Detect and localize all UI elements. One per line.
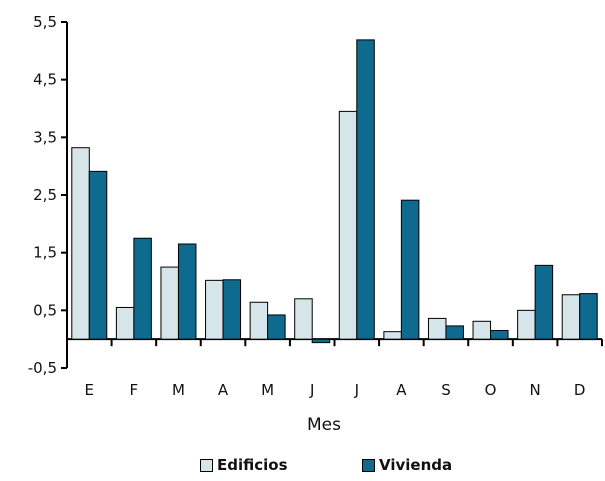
bar-edificios — [338, 110, 358, 340]
x-tick-label: D — [574, 381, 586, 399]
bar-vivienda — [400, 199, 420, 340]
bar-vivienda — [534, 264, 554, 340]
bar-vivienda — [88, 170, 108, 340]
bar-vivienda — [177, 243, 197, 340]
legend-swatch-vivienda — [362, 458, 375, 472]
bar-edificios — [71, 147, 90, 340]
bar-vivienda — [267, 314, 286, 340]
x-tick-label: M — [172, 381, 185, 399]
bar-edificios — [383, 331, 402, 340]
bar-vivienda — [311, 338, 331, 344]
bar-edificios — [160, 266, 179, 340]
x-tick-label: J — [309, 381, 314, 399]
y-tick-label: 2,5 — [33, 186, 57, 204]
bar-edificios — [517, 309, 536, 340]
bar-edificios — [472, 320, 492, 340]
x-tick-label: A — [396, 381, 407, 399]
bar-edificios — [561, 294, 581, 340]
x-tick-label: O — [485, 381, 497, 399]
bar-vivienda — [490, 330, 509, 340]
bars — [71, 39, 598, 344]
legend-item-vivienda: Vivienda — [362, 456, 452, 474]
y-tick-label: 0,5 — [33, 301, 57, 319]
x-tick-label: F — [130, 381, 139, 399]
x-tick-label: S — [441, 381, 451, 399]
bar-edificios — [294, 298, 313, 340]
legend-swatch-edificios — [200, 458, 213, 472]
x-axis-title: Mes — [307, 415, 341, 435]
legend-item-edificios: Edificios — [200, 456, 288, 474]
bar-vivienda — [579, 293, 598, 340]
y-tick-label: 1,5 — [33, 244, 57, 262]
legend-label-edificios: Edificios — [217, 456, 288, 474]
y-tick-label: -0,5 — [28, 359, 57, 377]
y-axis: -0,5 0,5 1,5 2,5 3,5 4,5 5,5 — [28, 13, 68, 377]
y-tick-label: 3,5 — [33, 128, 57, 146]
x-tick-label: M — [261, 381, 274, 399]
bar-vivienda — [133, 237, 152, 340]
bar-vivienda — [356, 39, 375, 340]
bar-edificios — [249, 301, 269, 340]
x-tick-label: J — [354, 381, 359, 399]
bar-vivienda — [445, 325, 464, 340]
bar-edificios — [427, 317, 447, 340]
bar-vivienda — [222, 279, 242, 340]
legend-label-vivienda: Vivienda — [379, 456, 453, 474]
legend: Edificios Vivienda — [0, 456, 605, 476]
x-tick-label: E — [85, 381, 94, 399]
x-tick-label: A — [218, 381, 229, 399]
bar-chart: -0,5 0,5 1,5 2,5 3,5 4,5 5,5 E F M A M J J A S O N D Mes — [28, 13, 603, 435]
y-tick-label: 5,5 — [33, 13, 57, 31]
bar-edificios — [115, 306, 135, 340]
x-tick-label: N — [530, 381, 541, 399]
y-tick-label: 4,5 — [33, 71, 57, 89]
bar-edificios — [205, 279, 224, 340]
